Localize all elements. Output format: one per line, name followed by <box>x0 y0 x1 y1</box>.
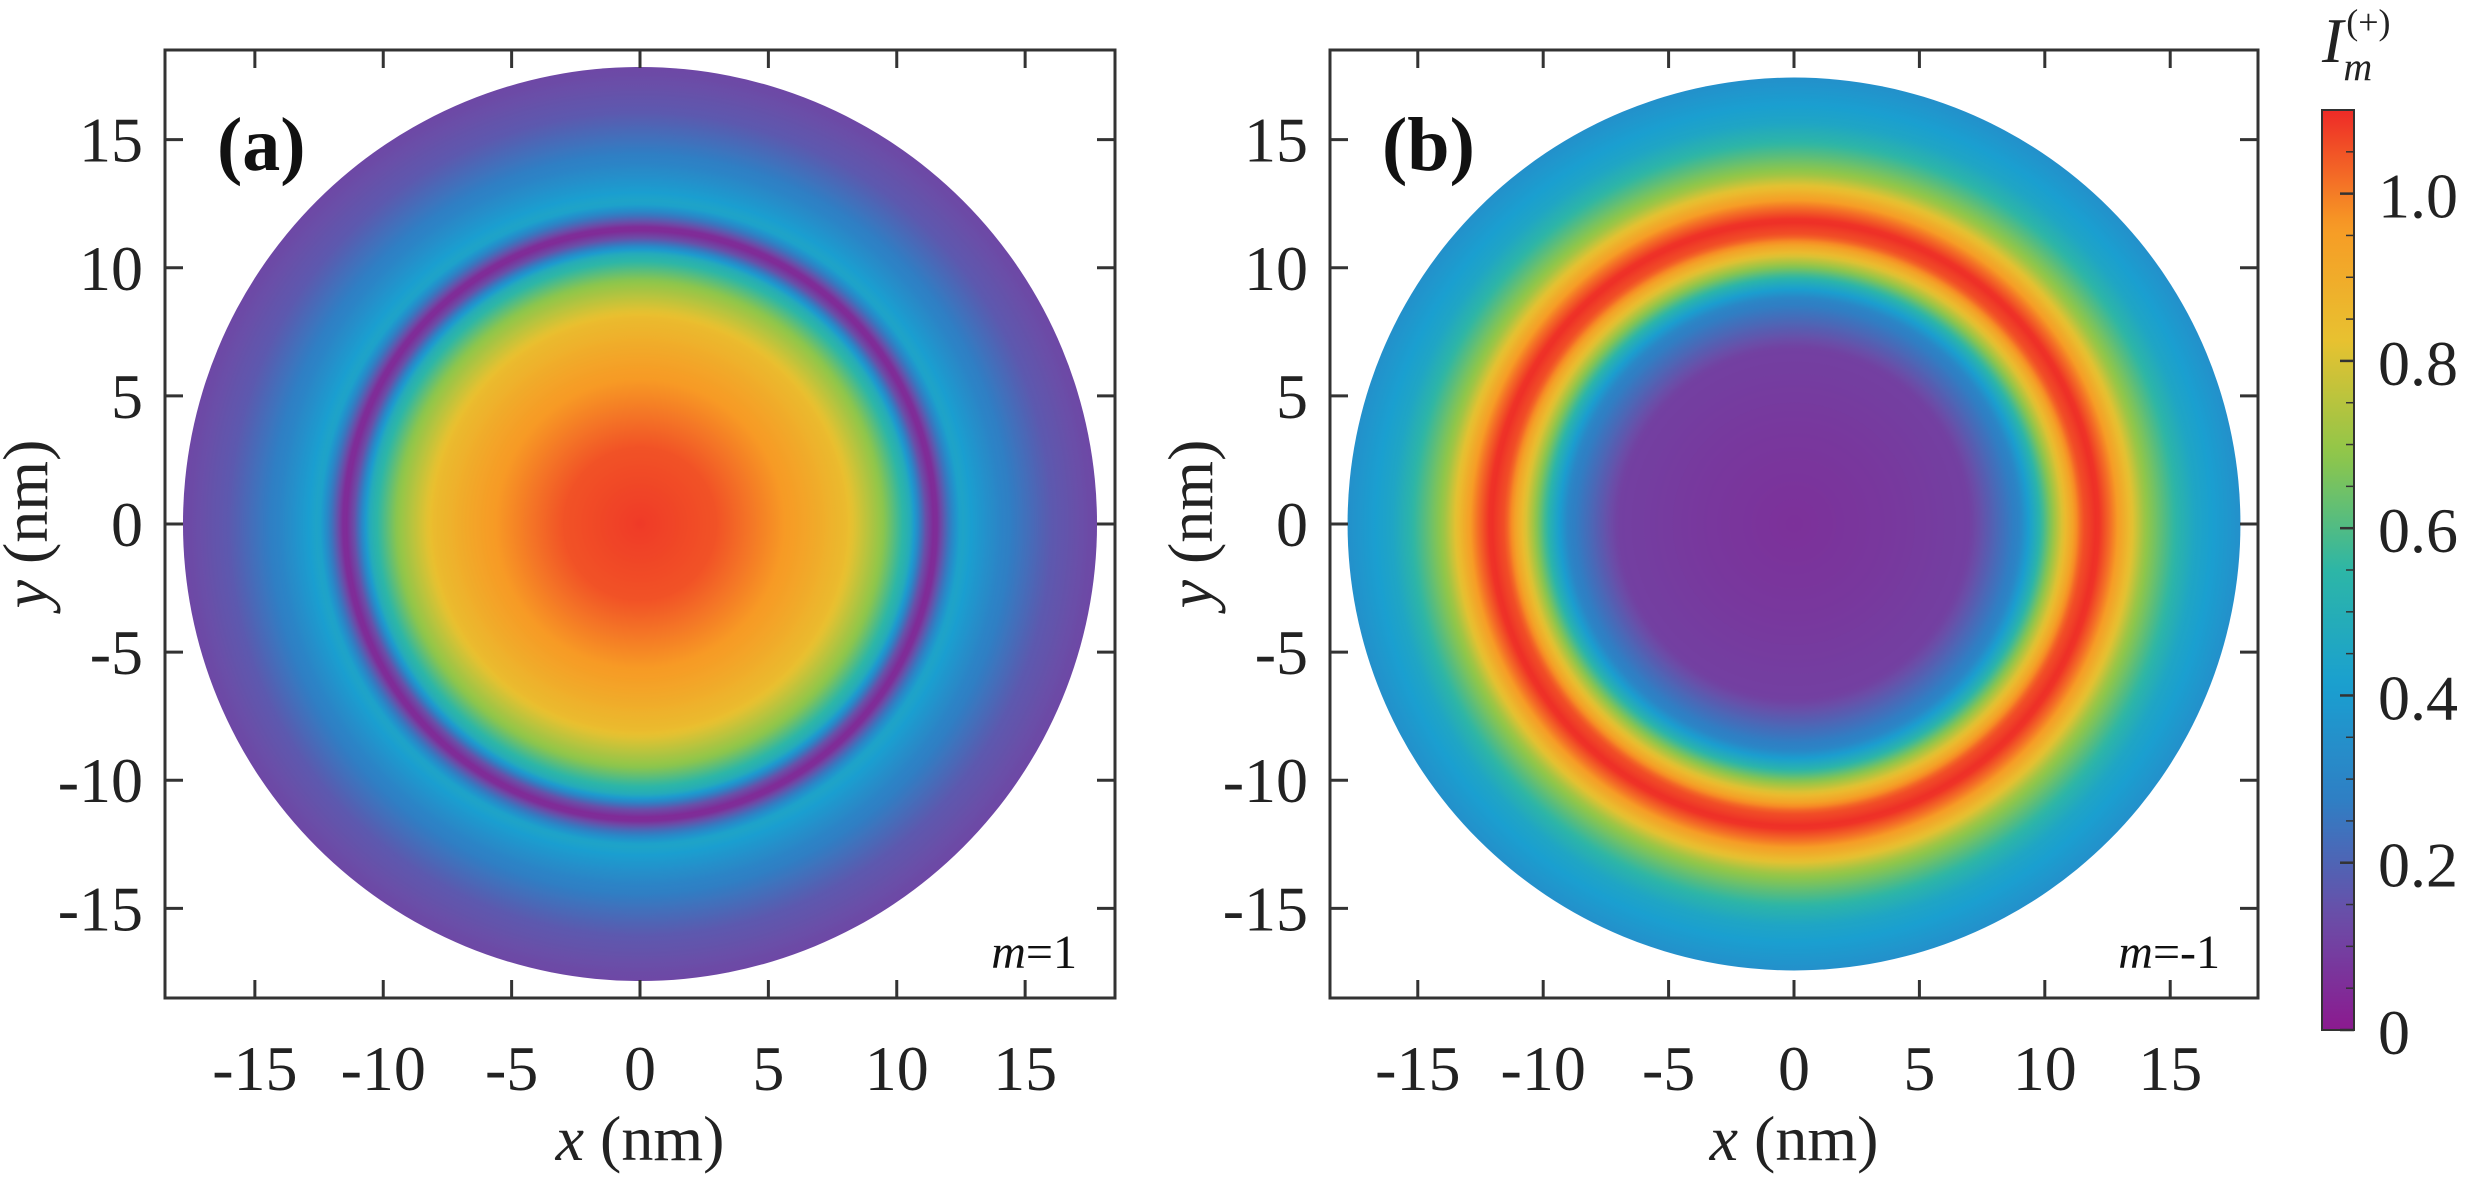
y-tick-label: 15 <box>79 105 143 176</box>
y-tick-label: 5 <box>1276 361 1308 432</box>
y-tick-label: -15 <box>1223 873 1308 944</box>
panel-label-b: (b) <box>1382 103 1475 187</box>
y-axis-label-a: y (nm) <box>0 440 61 615</box>
y-tick-label: -10 <box>58 745 143 816</box>
y-tick-label: -5 <box>1255 617 1308 688</box>
y-tick-label: 10 <box>1244 233 1308 304</box>
x-tick-label: 15 <box>993 1033 1057 1104</box>
x-tick-label: -10 <box>341 1033 426 1104</box>
m-annotation-b: m=-1 <box>2118 926 2220 979</box>
x-ticks-b: -15 -10 -5 0 5 10 15 <box>1375 50 2202 1104</box>
y-tick-label: 10 <box>79 233 143 304</box>
colorbar-title: Im(+) <box>2321 2 2390 89</box>
colorbar-tick-label: 0 <box>2378 997 2410 1068</box>
x-tick-label: -15 <box>212 1033 297 1104</box>
x-ticks-a: -15 -10 -5 0 5 10 15 <box>212 50 1057 1104</box>
x-tick-label: 5 <box>752 1033 784 1104</box>
intensity-disk-b <box>1347 77 2241 971</box>
x-tick-label: 0 <box>1778 1033 1810 1104</box>
m-annotation-a: m=1 <box>991 926 1077 979</box>
x-axis-label-a: x (nm) <box>555 1103 725 1174</box>
y-tick-label: 0 <box>1276 489 1308 560</box>
y-tick-label: -15 <box>58 873 143 944</box>
colorbar: 0 0.2 0.4 0.6 0.8 1.0 Im(+) <box>2321 2 2458 1068</box>
colorbar-ticks: 0 0.2 0.4 0.6 0.8 1.0 <box>2340 109 2458 1068</box>
panel-label-a: (a) <box>217 103 306 187</box>
x-tick-label: 10 <box>2013 1033 2077 1104</box>
colorbar-tick-label: 0.4 <box>2378 662 2458 733</box>
x-tick-label: 5 <box>1903 1033 1935 1104</box>
heatmap-panel-a: -15 -10 -5 0 5 10 15 -15 -10 -5 0 5 10 15 (a) m=1 x … <box>0 48 1117 1174</box>
x-tick-label: 10 <box>865 1033 929 1104</box>
y-ticks-b: -15 -10 -5 0 5 10 15 <box>1223 105 2258 944</box>
heatmap-panel-b: -15 -10 -5 0 5 10 15 -15 -10 -5 0 5 10 15 (b) m=-1 x… <box>1155 48 2260 1174</box>
colorbar-tick-label: 1.0 <box>2378 161 2458 232</box>
intensity-disk-a <box>182 66 1098 982</box>
y-tick-label: -10 <box>1223 745 1308 816</box>
y-tick-label: 0 <box>111 489 143 560</box>
y-tick-label: 5 <box>111 361 143 432</box>
colorbar-tick-label: 0.8 <box>2378 328 2458 399</box>
y-tick-label: 15 <box>1244 105 1308 176</box>
colorbar-tick-label: 0.2 <box>2378 830 2458 901</box>
colorbar-tick-label: 0.6 <box>2378 495 2458 566</box>
y-axis-label-b: y (nm) <box>1155 440 1226 615</box>
x-tick-label: -5 <box>1642 1033 1695 1104</box>
x-axis-label-b: x (nm) <box>1709 1103 1879 1174</box>
x-tick-label: -5 <box>485 1033 538 1104</box>
x-tick-label: 15 <box>2138 1033 2202 1104</box>
y-tick-label: -5 <box>90 617 143 688</box>
x-tick-label: 0 <box>624 1033 656 1104</box>
y-ticks-a: -15 -10 -5 0 5 10 15 <box>58 105 1115 944</box>
x-tick-label: -10 <box>1501 1033 1586 1104</box>
x-tick-label: -15 <box>1375 1033 1460 1104</box>
